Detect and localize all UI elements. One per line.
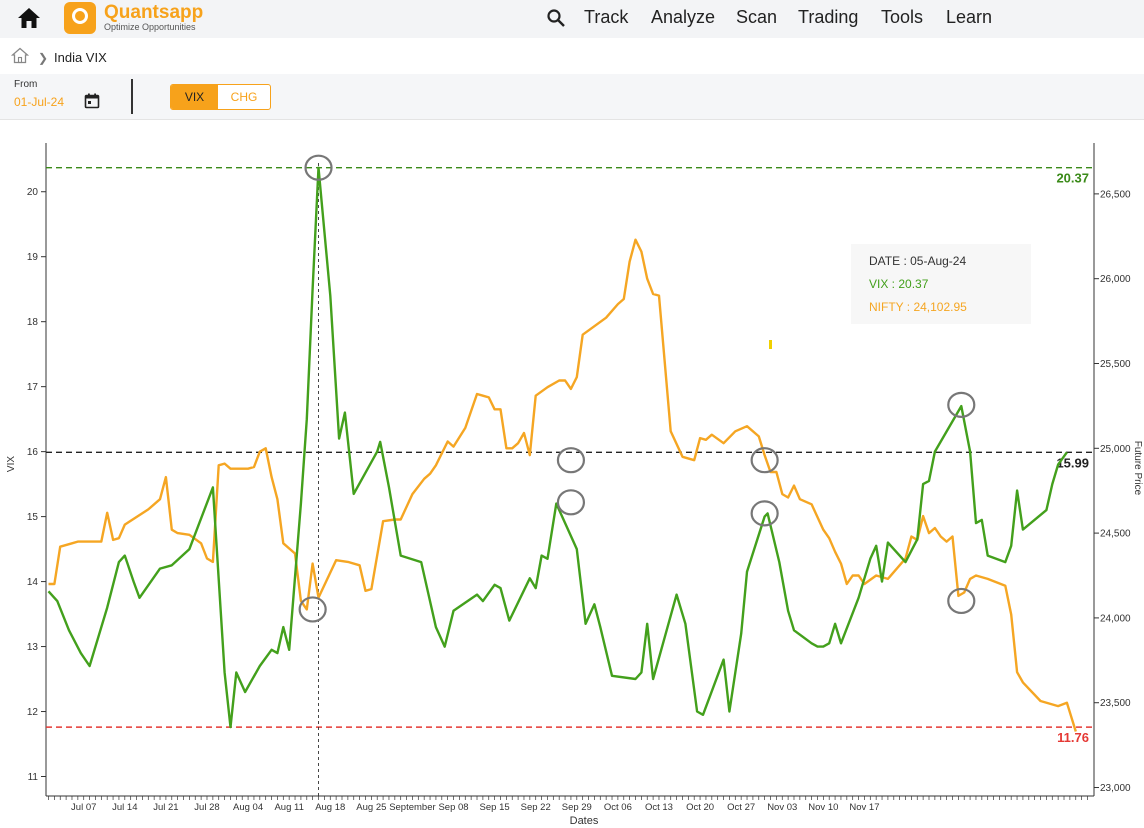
from-date-input[interactable]: 01-Jul-24 bbox=[14, 95, 65, 109]
ref-label-high: 20.37 bbox=[1056, 171, 1089, 186]
x-tick-label: September bbox=[389, 802, 435, 813]
breadcrumb-page: India VIX bbox=[54, 50, 107, 65]
x-tick-label: Jul 28 bbox=[194, 802, 219, 813]
y-left-tick-label: 12 bbox=[27, 707, 39, 718]
x-tick-label: Jul 21 bbox=[153, 802, 178, 813]
x-tick-label: Nov 03 bbox=[767, 802, 797, 813]
highlight-circle bbox=[947, 391, 976, 418]
highlight-circle bbox=[298, 596, 327, 623]
from-label: From bbox=[14, 79, 38, 90]
calendar-icon[interactable] bbox=[84, 93, 100, 109]
x-tick-label: Oct 20 bbox=[686, 802, 714, 813]
y-left-tick-label: 14 bbox=[27, 577, 39, 588]
tooltip-vix: VIX : 20.37 bbox=[869, 277, 929, 291]
x-tick-label: Aug 25 bbox=[356, 802, 386, 813]
x-tick-label: Sep 29 bbox=[562, 802, 592, 813]
tooltip-nifty: NIFTY : 24,102.95 bbox=[869, 300, 967, 314]
y-right-tick-label: 24,000 bbox=[1100, 613, 1131, 624]
breadcrumb-chevron-icon: ❯ bbox=[38, 51, 49, 65]
y-right-tick-label: 26,500 bbox=[1100, 189, 1131, 200]
toggle-vix-button[interactable]: VIX bbox=[171, 85, 218, 109]
y-left-axis-title: VIX bbox=[6, 456, 17, 472]
ref-label-current: 15.99 bbox=[1056, 455, 1089, 470]
x-tick-label: Oct 27 bbox=[727, 802, 755, 813]
nav-learn[interactable]: Learn bbox=[946, 7, 993, 27]
brand-name[interactable]: Quantsapp bbox=[104, 2, 204, 23]
x-tick-label: Nov 17 bbox=[849, 802, 879, 813]
highlight-circle bbox=[556, 489, 586, 516]
x-tick-label: Oct 06 bbox=[604, 802, 632, 813]
home-icon[interactable] bbox=[16, 6, 42, 30]
y-left-tick-label: 19 bbox=[27, 252, 39, 263]
text-cursor-mark bbox=[769, 340, 772, 349]
x-tick-label: Sep 08 bbox=[438, 802, 468, 813]
nav-track[interactable]: Track bbox=[584, 7, 629, 27]
y-right-tick-label: 26,000 bbox=[1100, 274, 1131, 285]
y-left-tick-label: 15 bbox=[27, 512, 39, 523]
highlight-circle bbox=[750, 500, 779, 527]
brand-tagline: Optimize Opportunities bbox=[104, 22, 196, 32]
x-tick-label: Sep 15 bbox=[480, 802, 510, 813]
y-right-tick-label: 24,500 bbox=[1100, 529, 1131, 540]
nav-trading[interactable]: Trading bbox=[798, 7, 859, 27]
highlight-circle bbox=[750, 447, 779, 474]
nav-analyze[interactable]: Analyze bbox=[651, 7, 716, 27]
toggle-chg-button[interactable]: CHG bbox=[230, 90, 258, 104]
vix-nifty-chart: 11 12 13 14 15 16 17 18 19 20 23,000 23,500 24,000 24… bbox=[6, 143, 1143, 827]
chart-tooltip: DATE : 05-Aug-24 VIX : 20.37 NIFTY : 24,… bbox=[851, 244, 1031, 324]
y-left-tick-label: 20 bbox=[27, 187, 39, 198]
x-tick-label: Sep 22 bbox=[521, 802, 551, 813]
y-left-tick-label: 18 bbox=[27, 317, 39, 328]
y-left-tick-label: 11 bbox=[28, 772, 39, 783]
metric-toggle: VIX CHG bbox=[170, 84, 271, 110]
top-navbar bbox=[0, 0, 1144, 38]
breadcrumb-home-icon[interactable] bbox=[11, 47, 29, 64]
y-left-tick-label: 13 bbox=[27, 642, 39, 653]
y-right-tick-label: 25,000 bbox=[1100, 444, 1131, 455]
filter-divider bbox=[131, 79, 133, 114]
y-left-tick-label: 16 bbox=[27, 447, 39, 458]
x-tick-label: Nov 10 bbox=[808, 802, 838, 813]
search-icon[interactable] bbox=[546, 8, 566, 28]
nav-tools[interactable]: Tools bbox=[881, 7, 924, 27]
x-axis-title: Dates bbox=[570, 815, 599, 827]
x-tick-label: Aug 18 bbox=[315, 802, 345, 813]
y-right-tick-label: 23,500 bbox=[1100, 698, 1131, 709]
y-left-tick-label: 17 bbox=[27, 382, 39, 393]
logo-q-icon bbox=[72, 8, 88, 24]
nifty-series-line bbox=[48, 238, 1077, 732]
vix-series-line bbox=[47, 166, 1068, 729]
y-right-tick-label: 25,500 bbox=[1100, 359, 1131, 370]
x-tick-label: Aug 11 bbox=[274, 802, 303, 813]
y-right-axis-title: Future Price bbox=[1132, 441, 1143, 496]
y-right-tick-label: 23,000 bbox=[1100, 783, 1131, 794]
x-tick-label: Jul 14 bbox=[112, 802, 137, 813]
ref-label-low: 11.76 bbox=[1057, 730, 1089, 745]
x-tick-label: Oct 13 bbox=[645, 802, 673, 813]
highlight-circle bbox=[556, 447, 586, 474]
tooltip-date: DATE : 05-Aug-24 bbox=[869, 254, 967, 268]
highlight-circle bbox=[304, 154, 333, 181]
x-tick-label: Aug 04 bbox=[233, 802, 263, 813]
nav-scan[interactable]: Scan bbox=[736, 7, 778, 27]
x-tick-label: Jul 07 bbox=[71, 802, 96, 813]
highlight-circle bbox=[947, 587, 976, 615]
